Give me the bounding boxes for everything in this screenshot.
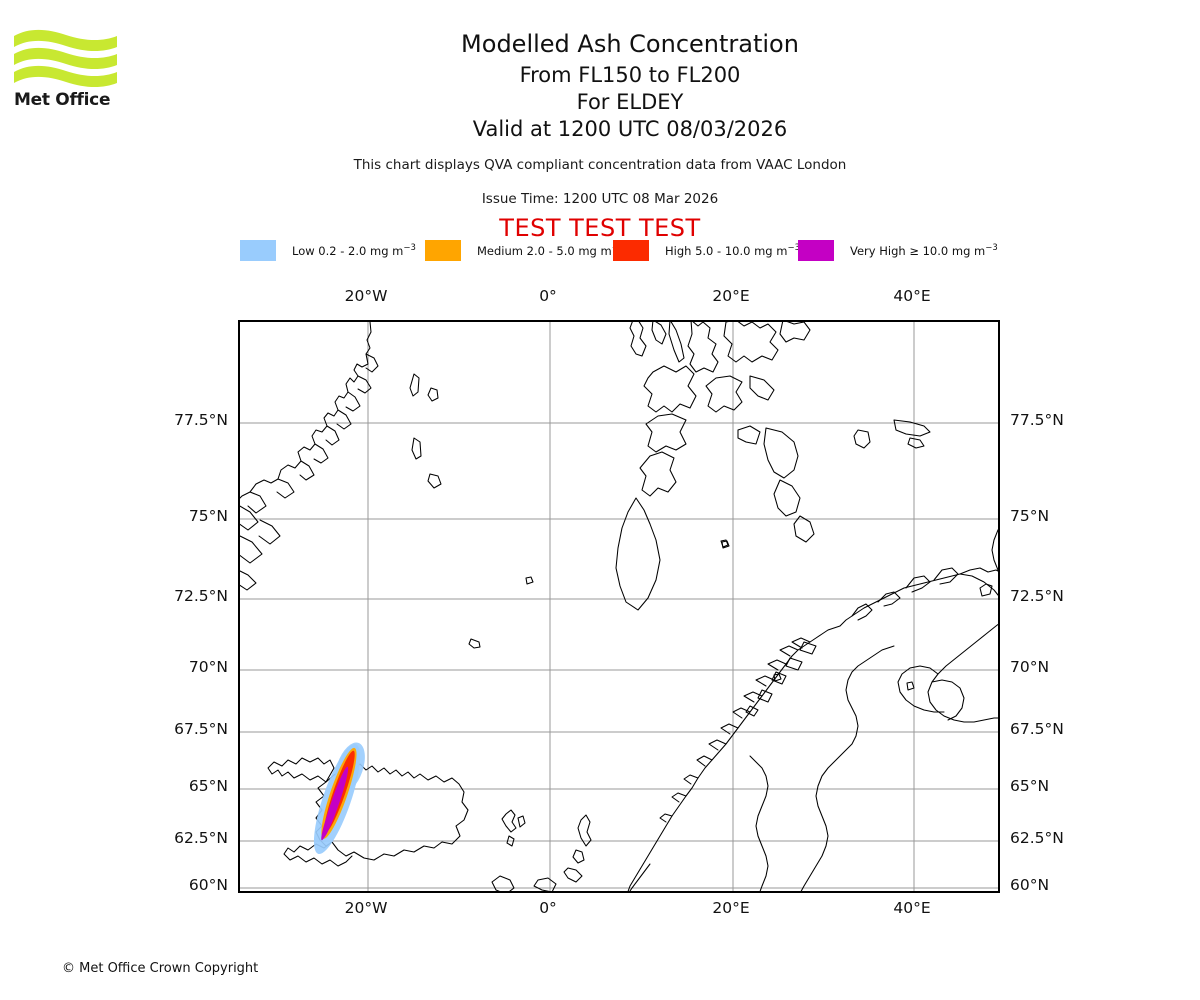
lon-label-bottom-0: 20°W (344, 899, 388, 917)
volcano-line: For ELDEY (576, 90, 684, 114)
legend-label-3: Very High ≥ 10.0 mg m−3 (850, 242, 998, 258)
lat-label-right-0: 77.5°N (1010, 411, 1064, 429)
legend-item-3: Very High ≥ 10.0 mg m−3 (798, 238, 998, 262)
map-plot-area (238, 320, 1000, 893)
map-graphic (240, 322, 998, 891)
test-banner: TEST TEST TEST (499, 214, 701, 242)
plume-contour-very-high-south (321, 794, 338, 841)
lat-label-right-4: 67.5°N (1010, 720, 1064, 738)
lat-label-left-5: 65°N (188, 777, 228, 795)
ash-plume (313, 742, 365, 855)
lat-label-right-3: 70°N (1010, 658, 1050, 676)
lat-label-left-4: 67.5°N (174, 720, 228, 738)
lat-label-right-5: 65°N (1010, 777, 1050, 795)
valid-time-line: Valid at 1200 UTC 08/03/2026 (472, 117, 788, 141)
issue-time: Issue Time: 1200 UTC 08 Mar 2026 (481, 191, 719, 207)
lat-label-left-2: 72.5°N (174, 587, 228, 605)
legend-item-1: Medium 2.0 - 5.0 mg m−3 (425, 238, 624, 262)
met-office-logo: Met Office (12, 28, 122, 113)
legend-exponent-3: −3 (985, 242, 998, 253)
legend-item-2: High 5.0 - 10.0 mg m−3 (613, 238, 800, 262)
lon-label-top-3: 40°E (893, 287, 931, 305)
lat-label-right-2: 72.5°N (1010, 587, 1064, 605)
lon-label-bottom-1: 0° (539, 899, 557, 917)
lat-label-right-6: 62.5°N (1010, 829, 1064, 847)
met-office-wordmark: Met Office (14, 90, 111, 110)
legend-item-0: Low 0.2 - 2.0 mg m−3 (240, 238, 416, 262)
qva-note: This chart displays QVA compliant concen… (353, 157, 847, 173)
lat-label-left-0: 77.5°N (174, 411, 228, 429)
legend-swatch-2 (613, 239, 649, 261)
legend-exponent-0: −3 (403, 242, 416, 253)
lat-label-left-7: 60°N (188, 876, 228, 894)
lat-label-right-7: 60°N (1010, 876, 1050, 894)
lon-label-top-1: 0° (539, 287, 557, 305)
lon-label-bottom-3: 40°E (893, 899, 931, 917)
lat-label-left-6: 62.5°N (174, 829, 228, 847)
lon-label-top-0: 20°W (344, 287, 388, 305)
lon-label-bottom-2: 20°E (712, 899, 750, 917)
lat-label-left-3: 70°N (188, 658, 228, 676)
legend-label-1: Medium 2.0 - 5.0 mg m−3 (477, 243, 624, 258)
legend-swatch-3 (798, 239, 834, 261)
met-office-wave-icon (14, 29, 117, 88)
map-gridlines (240, 322, 998, 891)
legend-label-0: Low 0.2 - 2.0 mg m−3 (292, 242, 416, 258)
legend-swatch-1 (425, 239, 461, 261)
lat-label-right-1: 75°N (1010, 507, 1050, 525)
lon-label-top-2: 20°E (712, 287, 750, 305)
legend-label-2: High 5.0 - 10.0 mg m−3 (665, 242, 800, 258)
legend-exponent-2: −3 (787, 242, 800, 253)
copyright-notice: © Met Office Crown Copyright (62, 961, 259, 976)
coastlines (240, 322, 998, 891)
lat-label-left-1: 75°N (188, 507, 228, 525)
concentration-legend: Low 0.2 - 2.0 mg m−3 Medium 2.0 - 5.0 mg … (240, 238, 1000, 264)
page-title: Modelled Ash Concentration (461, 30, 799, 58)
legend-swatch-0 (240, 239, 276, 261)
flight-level-line: From FL150 to FL200 (519, 63, 741, 87)
